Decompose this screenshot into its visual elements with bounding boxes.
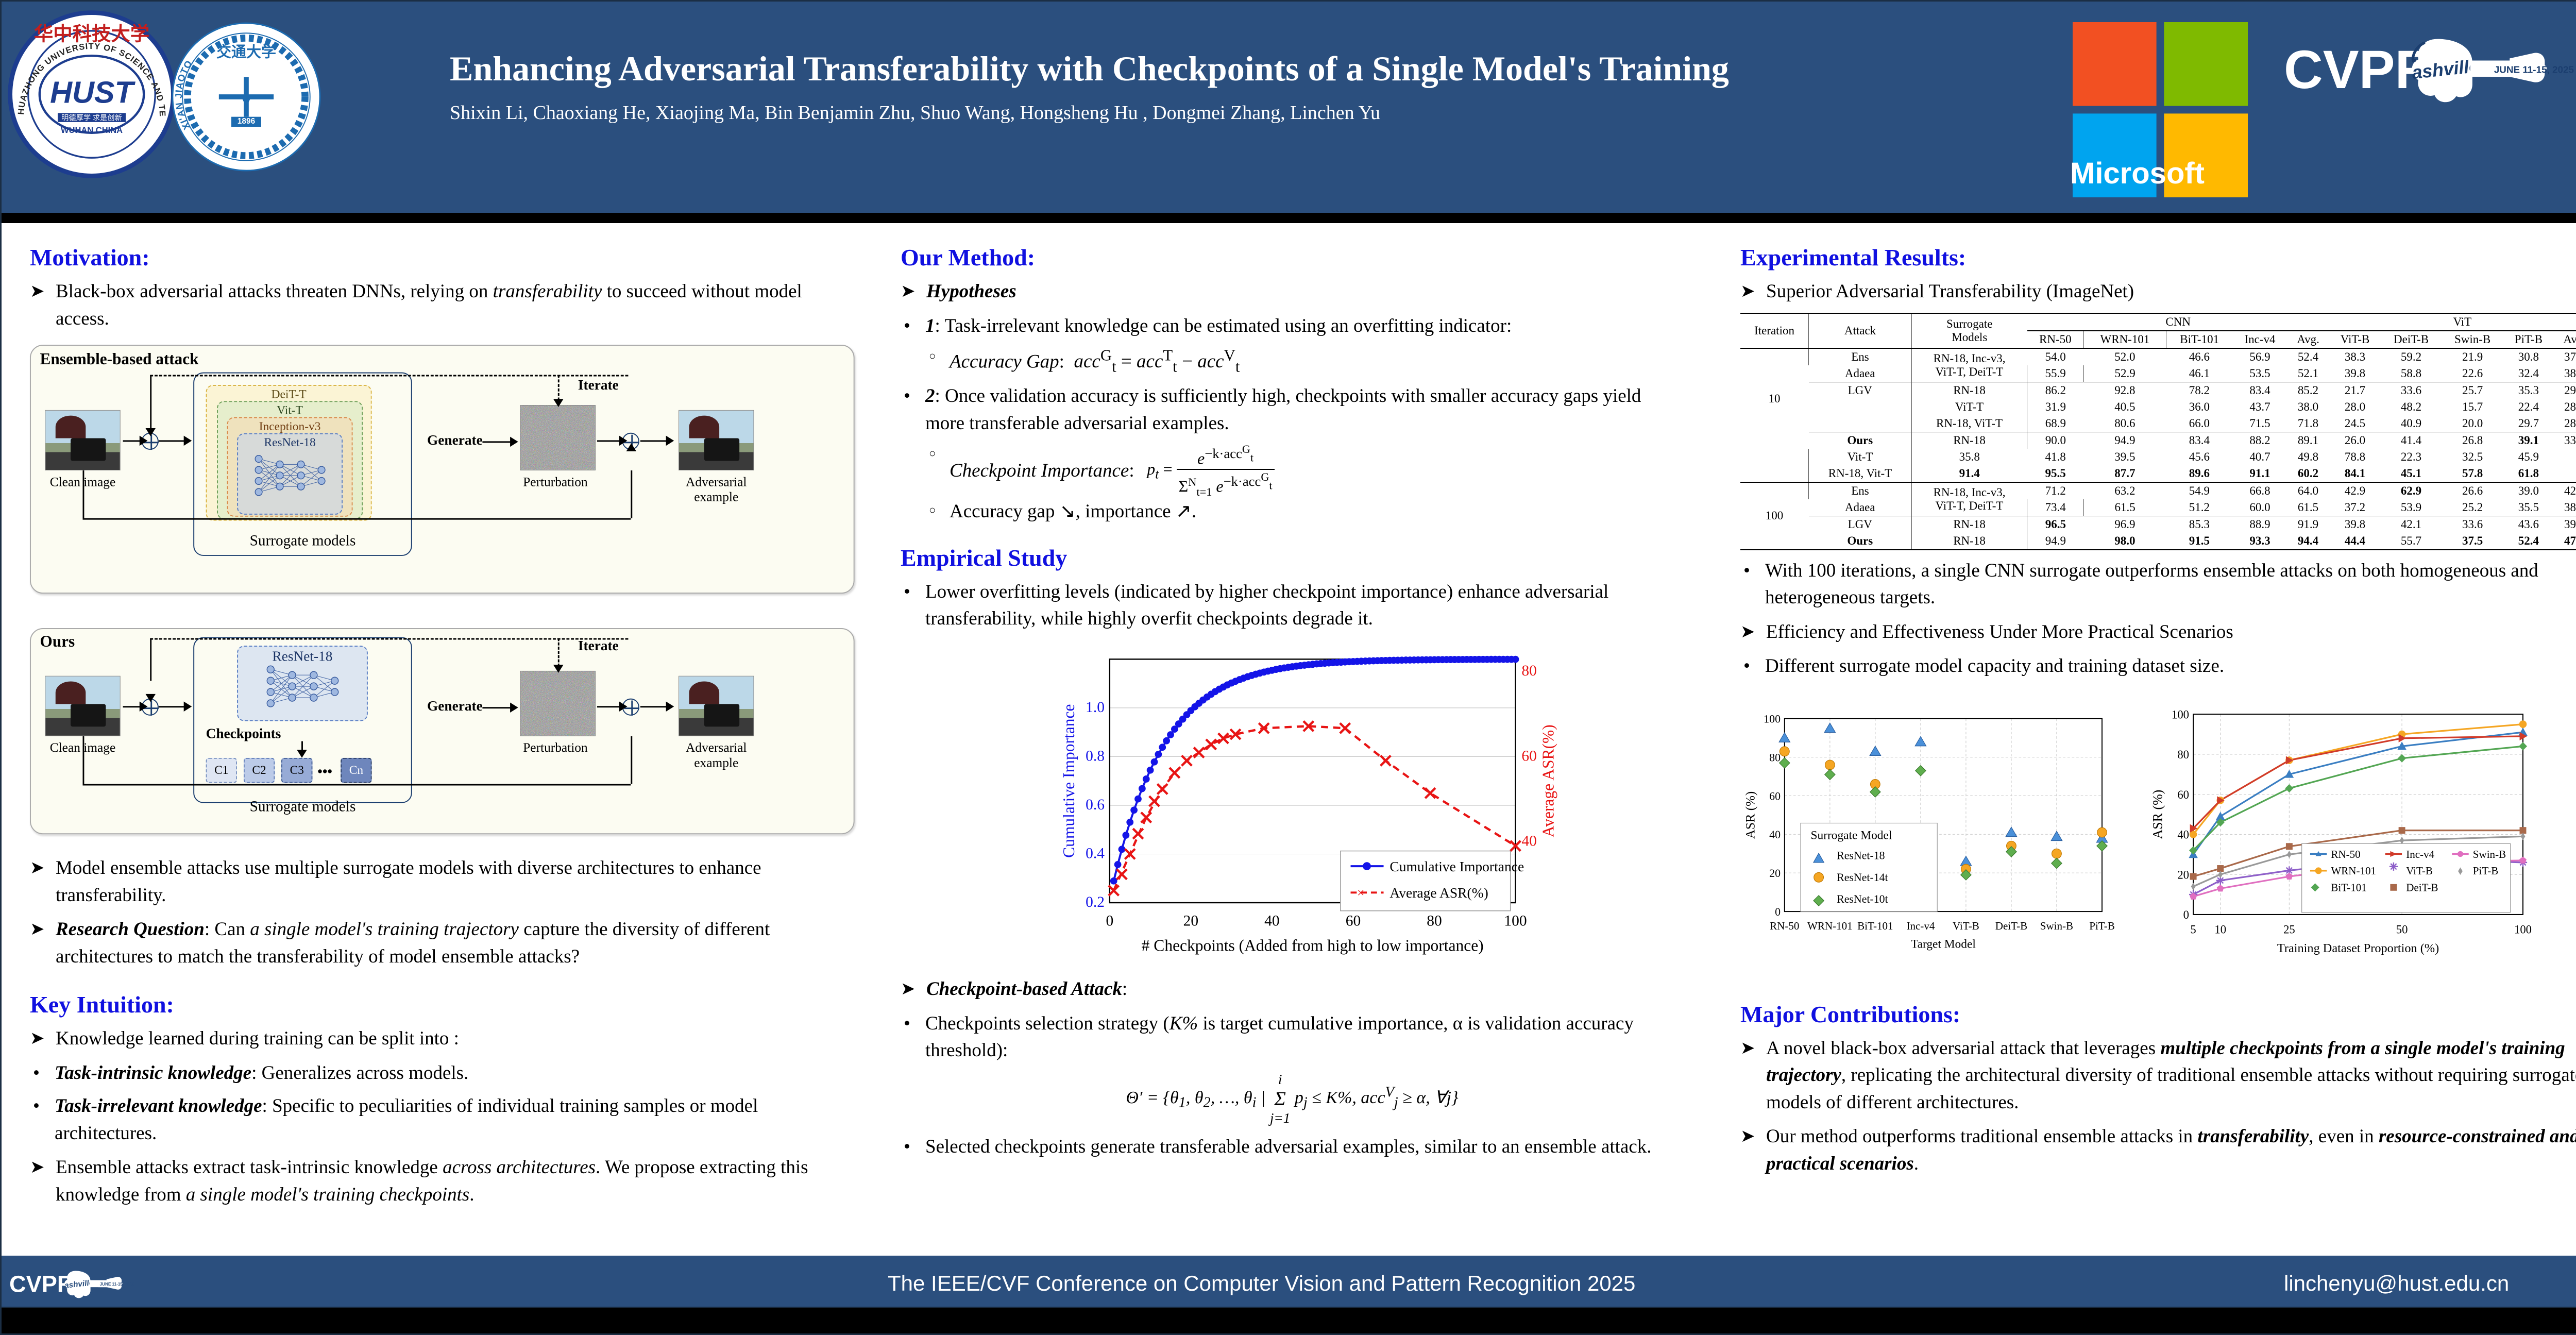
svg-text:×: ×	[1357, 885, 1364, 900]
svg-text:40: 40	[1769, 829, 1781, 841]
svg-text:60: 60	[1521, 748, 1537, 764]
svg-text:JUNE 11-15, 2025: JUNE 11-15, 2025	[100, 1282, 134, 1287]
svg-text:WRN-101: WRN-101	[1807, 920, 1853, 932]
svg-text:100: 100	[2172, 708, 2189, 721]
svg-text:Target Model: Target Model	[1911, 937, 1976, 951]
svg-text:0: 0	[1106, 912, 1113, 929]
svg-text:40: 40	[2177, 828, 2189, 841]
svg-text:20: 20	[1183, 912, 1199, 929]
svg-text:0: 0	[2183, 908, 2189, 921]
svg-text:DeiT-B: DeiT-B	[2406, 881, 2438, 893]
svg-text:DeiT-B: DeiT-B	[1995, 920, 2027, 932]
svg-text:Average ASR(%): Average ASR(%)	[1539, 724, 1557, 837]
svg-text:ViT-B: ViT-B	[1953, 920, 1979, 932]
svg-text:Training Dataset Proportion (%: Training Dataset Proportion (%)	[2277, 941, 2439, 955]
svg-text:40: 40	[1521, 833, 1537, 850]
svg-text:# Checkpoints (Added from high: # Checkpoints (Added from high to low im…	[1142, 937, 1484, 955]
svg-text:80: 80	[1769, 751, 1781, 764]
svg-text:JUNE 11-15, 2025: JUNE 11-15, 2025	[2494, 64, 2574, 75]
svg-text:80: 80	[1521, 663, 1537, 679]
svg-text:20: 20	[1769, 867, 1781, 880]
svg-text:40: 40	[1264, 912, 1280, 929]
svg-text:PiT-B: PiT-B	[2473, 865, 2499, 877]
svg-text:明德厚学 求是创新: 明德厚学 求是创新	[61, 114, 122, 123]
svg-text:Swin-B: Swin-B	[2040, 920, 2073, 932]
svg-text:ResNet-18: ResNet-18	[1837, 849, 1885, 861]
svg-text:0.4: 0.4	[1086, 845, 1105, 861]
svg-text:RN-50: RN-50	[2331, 848, 2360, 860]
svg-text:WRN-101: WRN-101	[2331, 865, 2376, 877]
svg-text:20: 20	[2177, 868, 2189, 881]
svg-text:Swin-B: Swin-B	[2473, 848, 2506, 860]
svg-text:100: 100	[2514, 923, 2532, 936]
svg-text:60: 60	[2177, 788, 2189, 801]
svg-text:ASR (%): ASR (%)	[2150, 789, 2165, 839]
svg-text:80: 80	[1427, 912, 1442, 929]
svg-text:WUHAN CHINA: WUHAN CHINA	[61, 126, 123, 135]
svg-text:Cumulative Importance: Cumulative Importance	[1060, 704, 1078, 858]
svg-text:Inc-v4: Inc-v4	[2406, 848, 2434, 860]
svg-text:Cumulative Importance: Cumulative Importance	[1389, 858, 1524, 874]
svg-text:Average ASR(%): Average ASR(%)	[1389, 885, 1488, 901]
svg-text:ViT-B: ViT-B	[2406, 865, 2433, 877]
svg-text:Surrogate Model: Surrogate Model	[1811, 829, 1892, 842]
svg-text:Inc-v4: Inc-v4	[1906, 920, 1935, 932]
svg-text:60: 60	[1769, 790, 1781, 802]
svg-text:25: 25	[2283, 923, 2295, 936]
svg-text:BiT-101: BiT-101	[2331, 881, 2366, 893]
svg-text:ASR (%): ASR (%)	[1743, 791, 1757, 838]
svg-text:交通大学: 交通大学	[216, 43, 276, 61]
svg-text:5: 5	[2190, 923, 2196, 936]
svg-text:100: 100	[1504, 912, 1527, 929]
svg-text:0.2: 0.2	[1086, 894, 1105, 910]
svg-text:0.8: 0.8	[1086, 748, 1105, 764]
svg-text:PiT-B: PiT-B	[2089, 920, 2115, 932]
svg-text:80: 80	[2177, 748, 2189, 761]
svg-text:BiT-101: BiT-101	[1857, 920, 1893, 932]
svg-text:ResNet-10t: ResNet-10t	[1837, 893, 1888, 905]
svg-text:HUST: HUST	[50, 75, 135, 110]
svg-text:0.6: 0.6	[1086, 797, 1105, 813]
svg-text:1.0: 1.0	[1086, 699, 1105, 716]
svg-text:60: 60	[1346, 912, 1361, 929]
svg-text:0: 0	[1775, 906, 1781, 918]
svg-text:50: 50	[2396, 923, 2408, 936]
svg-text:1896: 1896	[238, 117, 256, 126]
svg-text:RN-50: RN-50	[1770, 920, 1799, 932]
svg-text:ResNet-14t: ResNet-14t	[1837, 871, 1888, 883]
svg-text:10: 10	[2214, 923, 2226, 936]
svg-text:100: 100	[1764, 713, 1781, 725]
